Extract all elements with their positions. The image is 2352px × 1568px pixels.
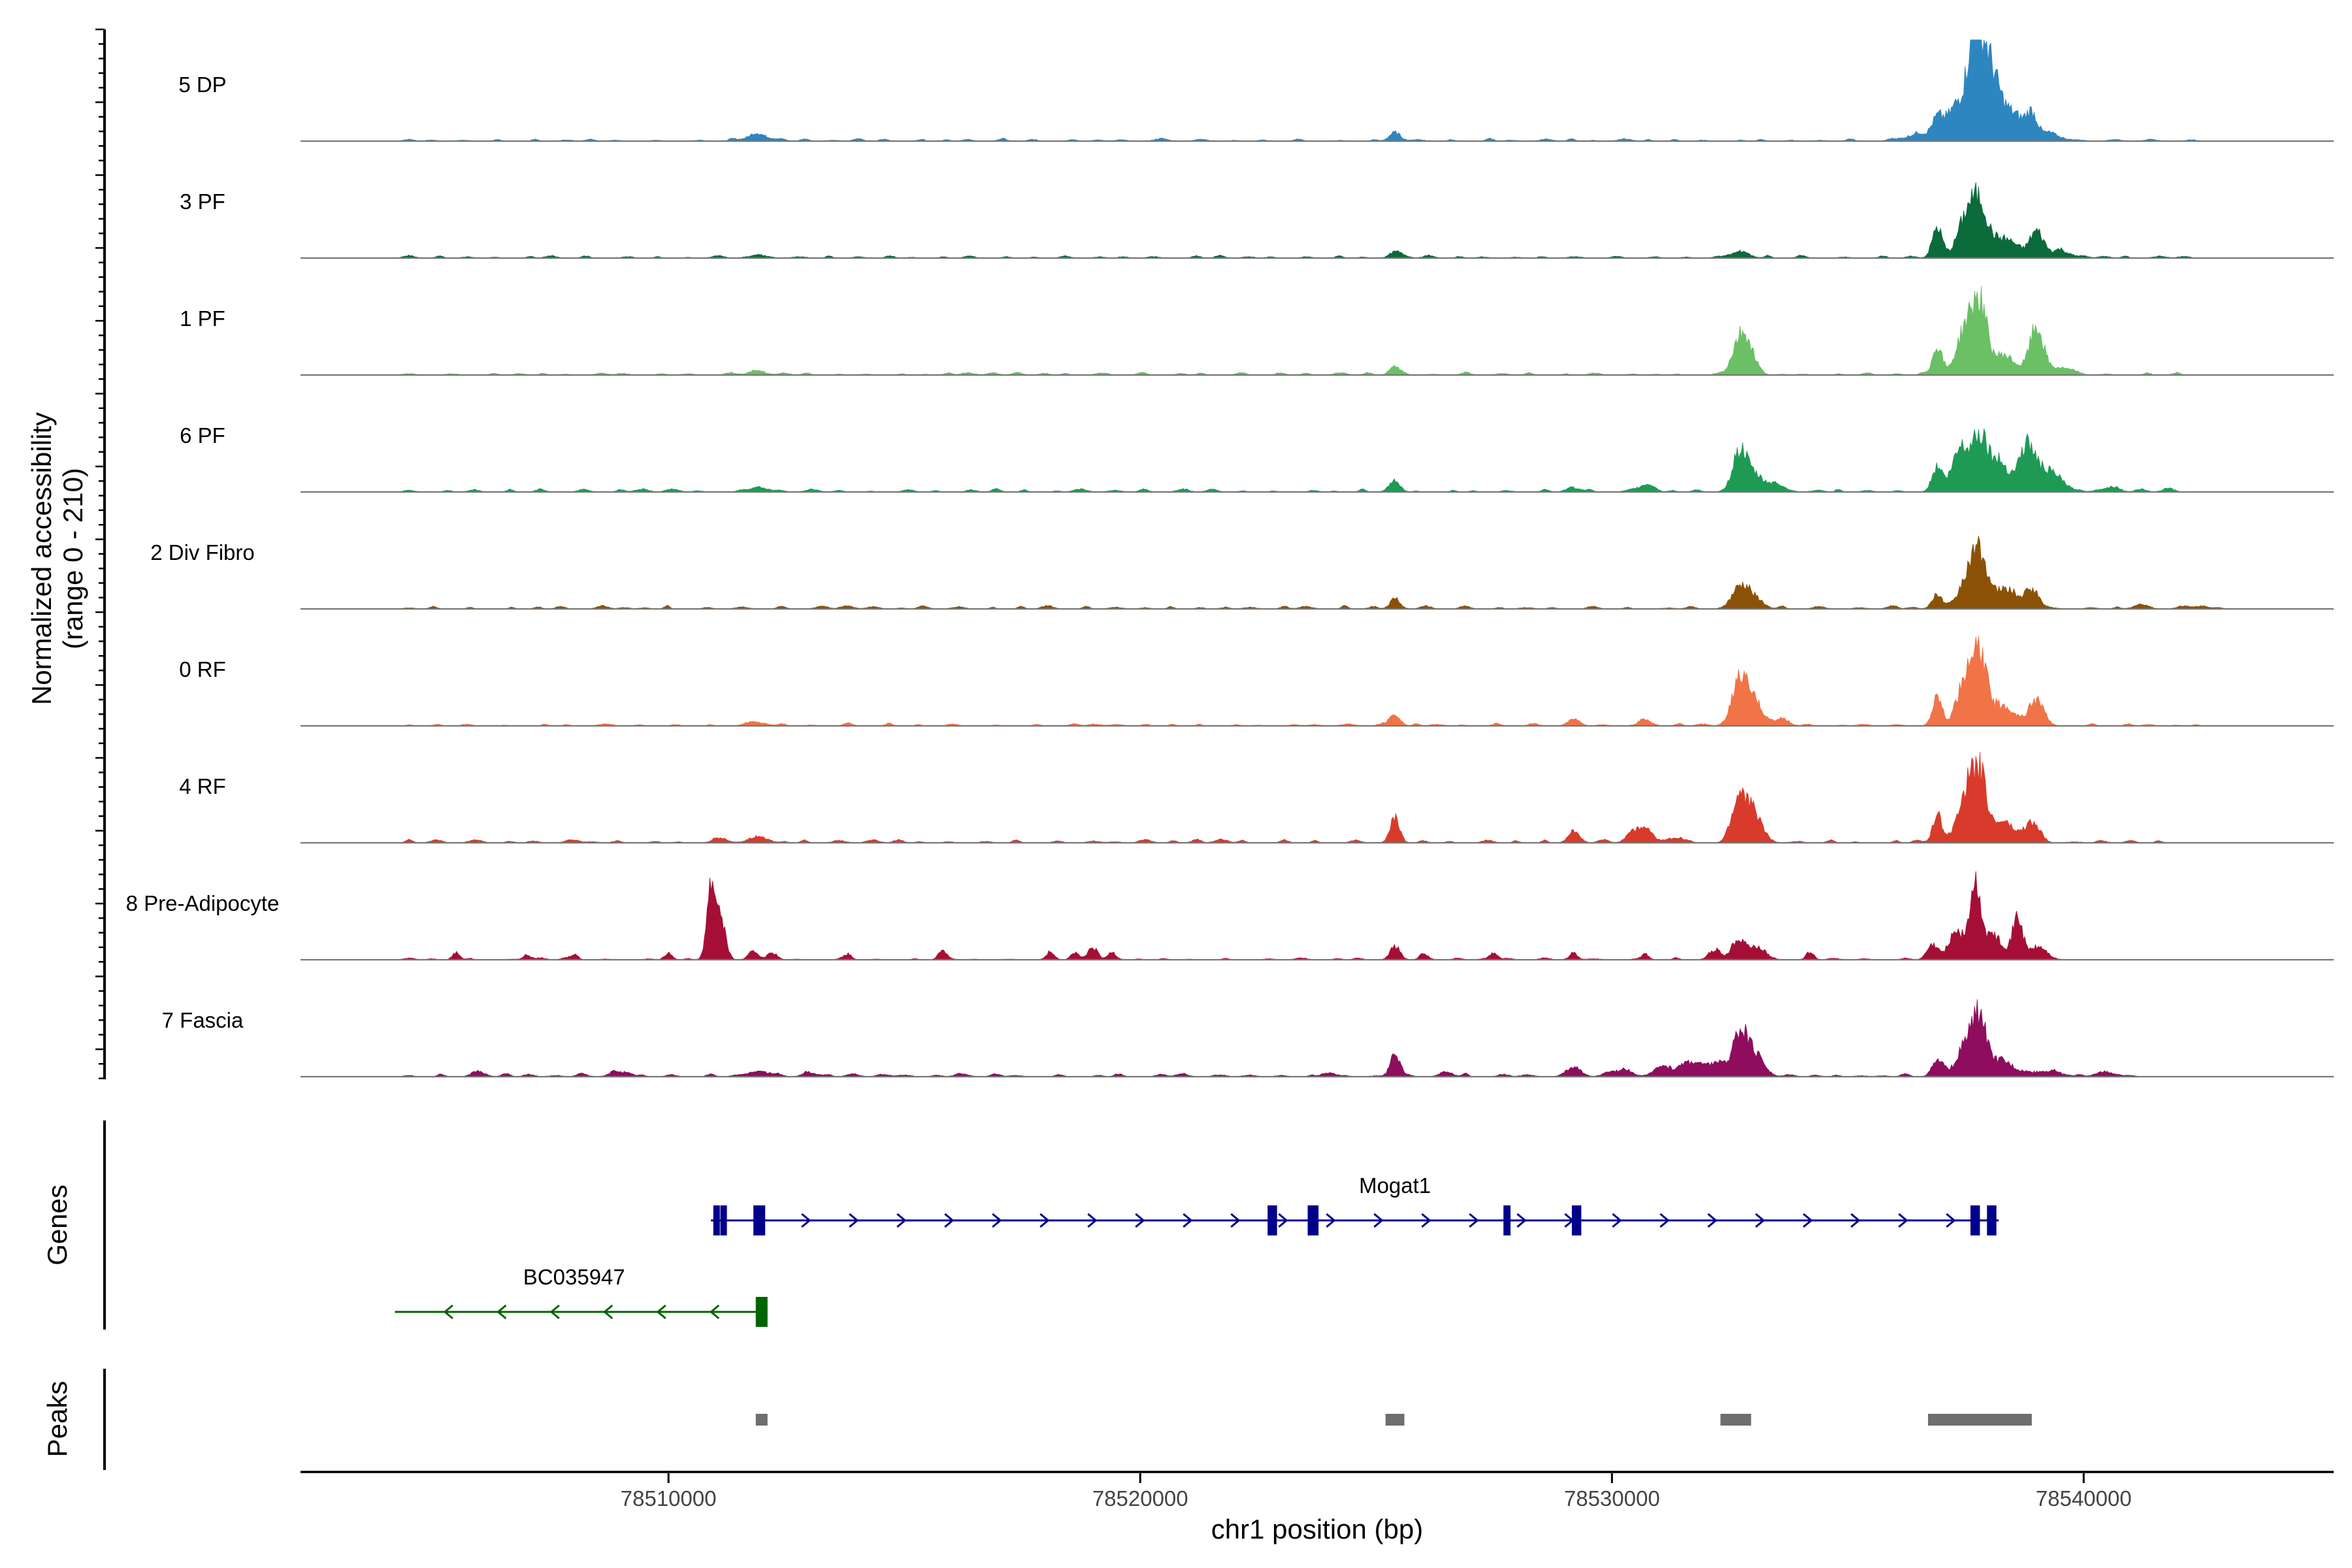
track-coverage-area (301, 286, 2334, 376)
strand-arrow (1421, 1213, 1431, 1228)
exon (755, 1297, 768, 1327)
exon (1307, 1205, 1319, 1235)
exon (1267, 1205, 1277, 1235)
x-tick-label: 78520000 (1092, 1486, 1188, 1511)
strand-arrow (1230, 1213, 1241, 1228)
gene-label: BC035947 (523, 1265, 625, 1289)
strand-arrow (992, 1213, 1002, 1228)
strand-arrow (1707, 1213, 1718, 1228)
peak-region (755, 1414, 768, 1426)
track-label: 0 RF (179, 657, 226, 681)
strand-arrow (1326, 1213, 1336, 1228)
track-coverage-area (301, 636, 2334, 727)
gene-bc035947: BC035947 (395, 1265, 768, 1327)
strand-arrow (1946, 1213, 1956, 1228)
track-label: 5 DP (178, 73, 226, 97)
strand-arrow (1135, 1213, 1145, 1228)
strand-arrow (1278, 1213, 1288, 1228)
strand-arrow (1755, 1213, 1765, 1228)
track-6-pf: 6 PF (180, 423, 2334, 493)
track-label: 3 PF (180, 189, 225, 214)
track-coverage-area (301, 39, 2334, 142)
track-coverage-area (301, 751, 2334, 843)
y-axis-title: Normalized accessibility (range 0 - 210) (26, 412, 88, 705)
genes-section-label: Genes (42, 1184, 73, 1266)
peak-region (1385, 1414, 1405, 1426)
strand-arrow (1612, 1213, 1622, 1228)
track-label: 8 Pre-Adipocyte (126, 891, 280, 915)
track-label: 4 RF (179, 774, 226, 798)
track-0-rf: 0 RF (179, 636, 2334, 727)
y-axis-title-line2: (range 0 - 210) (57, 468, 88, 649)
track-coverage-area (301, 999, 2334, 1077)
y-axis-title-line1: Normalized accessibility (26, 412, 57, 705)
peaks-section: Peaks (42, 1369, 2032, 1470)
x-tick-label: 78510000 (621, 1486, 717, 1511)
strand-arrow (1087, 1213, 1098, 1228)
track-2-div-fibro: 2 Div Fibro (150, 536, 2334, 610)
exon (1503, 1205, 1511, 1235)
strand-arrow (896, 1213, 907, 1228)
strand-arrow (944, 1213, 955, 1228)
strand-arrow (497, 1304, 507, 1320)
exon (1970, 1205, 1980, 1235)
strand-arrow (849, 1213, 859, 1228)
x-axis: chr1 position (bp) 78510000 78520000 78530… (301, 1471, 2334, 1544)
exon (753, 1205, 766, 1235)
track-label: 6 PF (180, 423, 225, 448)
x-axis-title: chr1 position (bp) (1211, 1514, 1424, 1544)
track-8-pre-adipocyte: 8 Pre-Adipocyte (126, 871, 2334, 961)
peak-region (1720, 1414, 1752, 1426)
strand-arrow (1898, 1213, 1908, 1228)
exon (1987, 1205, 1997, 1235)
track-3-pf: 3 PF (180, 182, 2334, 259)
strand-arrow (1803, 1213, 1813, 1228)
strand-arrow (1039, 1213, 1050, 1228)
strand-arrow (1183, 1213, 1193, 1228)
track-5-dp: 5 DP (178, 39, 2334, 142)
x-tick-label: 78540000 (2036, 1486, 2132, 1511)
track-label: 2 Div Fibro (150, 540, 255, 564)
exon (1571, 1205, 1582, 1235)
peak-regions (755, 1414, 2032, 1426)
strand-arrow (656, 1304, 666, 1320)
strand-arrow (549, 1304, 560, 1320)
strand-arrow (1516, 1213, 1527, 1228)
exon (713, 1205, 720, 1235)
coverage-tracks: 5 DP 3 PF 1 PF 6 PF 2 Div Fibro 0 RF 4 RF 8 Pre… (126, 39, 2334, 1078)
peak-region (1928, 1414, 2032, 1426)
strand-arrow (1659, 1213, 1670, 1228)
strand-arrow (709, 1304, 720, 1320)
strand-arrow (443, 1304, 453, 1320)
track-coverage-area (301, 428, 2334, 493)
track-7-fascia: 7 Fascia (162, 999, 2334, 1078)
track-label: 7 Fascia (162, 1008, 244, 1032)
exon (720, 1205, 727, 1235)
strand-arrow (1850, 1213, 1861, 1228)
track-coverage-area (301, 536, 2334, 610)
track-coverage-area (301, 182, 2334, 259)
strand-arrow (1469, 1213, 1479, 1228)
track-label: 1 PF (180, 306, 225, 331)
genes-section: Genes Mogat1 BC035947 (42, 1120, 1999, 1330)
gene-mogat1: Mogat1 (711, 1173, 1999, 1235)
track-1-pf: 1 PF (180, 286, 2334, 376)
track-coverage-area (301, 871, 2334, 960)
track-y-axis (95, 28, 106, 1079)
track-4-rf: 4 RF (179, 751, 2334, 844)
strand-arrow (1373, 1213, 1384, 1228)
strand-arrow (801, 1213, 811, 1228)
peaks-section-label: Peaks (42, 1381, 73, 1458)
x-tick-label: 78530000 (1564, 1486, 1660, 1511)
strand-arrow (603, 1304, 613, 1320)
gene-models: Mogat1 BC035947 (395, 1173, 1999, 1327)
gene-label: Mogat1 (1359, 1173, 1431, 1198)
